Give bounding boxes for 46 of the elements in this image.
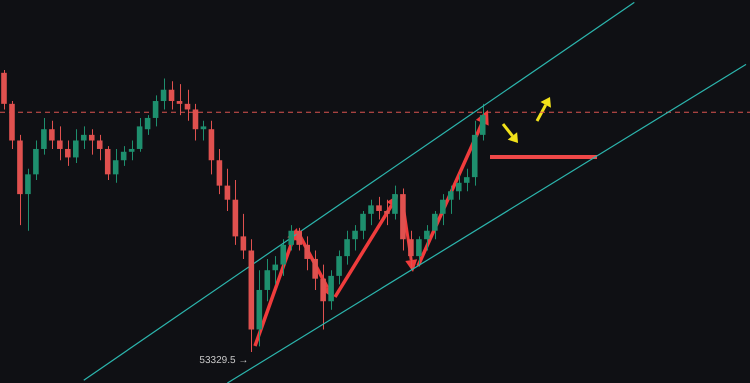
candlestick — [288, 224, 294, 251]
candlestick — [96, 134, 103, 161]
candlestick — [416, 236, 422, 266]
candlestick — [360, 210, 366, 240]
candlestick — [128, 140, 134, 161]
candlestick — [25, 168, 31, 232]
candlestick — [408, 230, 414, 271]
candlestick — [41, 117, 47, 156]
candlestick — [464, 168, 470, 192]
candlestick — [49, 120, 55, 150]
candlestick — [368, 199, 374, 226]
candlestick — [336, 250, 342, 285]
candlestick — [320, 264, 326, 330]
candlestick — [480, 103, 486, 141]
candlestick — [312, 250, 318, 290]
candlestick — [136, 117, 142, 152]
candlestick — [344, 230, 350, 266]
candlestick — [112, 148, 118, 184]
candlestick — [272, 256, 278, 285]
candlestick — [120, 146, 126, 166]
candlestick — [200, 120, 206, 141]
candlestick — [456, 174, 462, 200]
candlestick — [65, 140, 71, 166]
candlestick — [432, 210, 438, 240]
candlestick — [152, 94, 158, 127]
candlestick — [280, 238, 286, 276]
candlestick — [88, 128, 95, 156]
candlestick — [384, 199, 390, 226]
candlestick — [168, 80, 174, 110]
candlestick — [440, 194, 446, 226]
candlestick — [73, 128, 79, 164]
candlestick — [160, 78, 166, 110]
candlestick — [240, 213, 246, 260]
candlestick — [144, 114, 150, 136]
candlestick — [352, 224, 358, 251]
candlestick — [424, 224, 430, 251]
text: 53329.5 → — [199, 354, 248, 366]
candlestick — [224, 168, 230, 212]
candlestick — [304, 236, 310, 271]
candlestick — [264, 258, 270, 302]
candlestick — [296, 227, 302, 251]
candlestick — [448, 185, 454, 214]
candlestick — [80, 126, 87, 150]
candlestick — [57, 126, 63, 161]
candlestick — [376, 196, 382, 220]
candlestick — [392, 185, 398, 220]
